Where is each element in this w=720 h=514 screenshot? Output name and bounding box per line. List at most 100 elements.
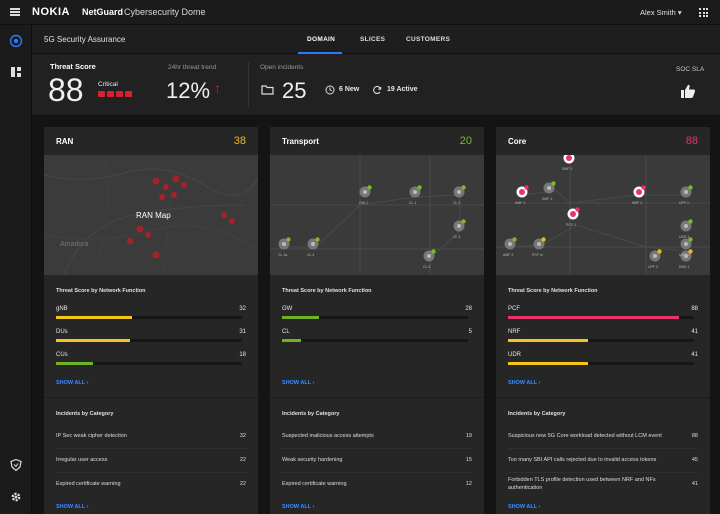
node-label: CL 3 [453, 235, 461, 239]
nf-bar-track [282, 339, 468, 342]
nf-bar [56, 362, 94, 365]
show-all-link[interactable]: SHOW ALL › [508, 504, 541, 510]
nf-bar [508, 316, 680, 319]
show-all-link[interactable]: SHOW ALL › [282, 380, 315, 386]
threat-score-value: 88 [48, 72, 84, 108]
tab-slices[interactable]: SLICES [360, 36, 386, 43]
incident-name: Suspected malicious access attempts [282, 433, 374, 439]
nf-name: GW [282, 306, 293, 312]
folder-icon [261, 84, 274, 97]
incident-count: 41 [691, 481, 698, 487]
incident-count: 15 [465, 457, 472, 463]
severity-indicator [98, 91, 132, 97]
user-menu[interactable]: Alex Smith ▾ [640, 8, 682, 17]
node-label: DNS 1 [679, 265, 690, 269]
active-incidents-count: 19 Active [387, 86, 418, 93]
nf-row: CL 5 [282, 329, 472, 343]
nf-bar-track [56, 316, 242, 319]
transport-topology-map[interactable]: GW 1 CL 1 CL 2 CL 3 CL 1a CL 4 CL 5 [270, 155, 484, 275]
divider [270, 397, 484, 398]
nf-bar [282, 316, 320, 319]
open-incidents-label: Open incidents [260, 64, 304, 71]
domain-card-transport[interactable]: Transport 20 GW 1 CL 1 CL 2 CL 3 CL 1a C… [270, 127, 484, 514]
dashboard-icon[interactable] [9, 65, 23, 79]
incident-count: 45 [691, 457, 698, 463]
shield-icon[interactable] [9, 458, 23, 472]
network-node[interactable]: UPF 1 [679, 185, 693, 205]
show-all-link[interactable]: SHOW ALL › [56, 380, 89, 386]
trend-label: 24hr threat trend [168, 64, 217, 71]
network-node[interactable]: UDM 1 [679, 237, 693, 257]
incident-count: 22 [239, 481, 246, 487]
nf-bar-track [508, 339, 694, 342]
network-node[interactable]: AMF 1 [515, 185, 529, 205]
app-grid-icon[interactable] [699, 8, 708, 17]
divider [508, 472, 698, 473]
thumbs-up-icon [680, 83, 696, 101]
show-all-link[interactable]: SHOW ALL › [508, 380, 541, 386]
divider [282, 448, 472, 449]
divider [282, 472, 472, 473]
incident-count: 22 [239, 457, 246, 463]
network-node[interactable]: CL 5 [422, 249, 436, 269]
nf-bar [282, 339, 301, 342]
show-all-link[interactable]: SHOW ALL › [56, 504, 89, 510]
node-label: NRF 1 [632, 201, 643, 205]
incidents-section-title: Incidents by Category [508, 411, 566, 417]
nf-name: CL [282, 329, 290, 335]
network-node[interactable]: CL 2 [452, 185, 466, 205]
show-all-link[interactable]: SHOW ALL › [282, 504, 315, 510]
network-node[interactable]: UDR 1 [679, 219, 693, 239]
security-dome-icon[interactable] [9, 34, 23, 48]
tab-domain[interactable]: DOMAIN [307, 36, 336, 43]
domain-card-core[interactable]: Core 88 AMF 1 SMF 1 PCF 1 NRF 1 UPF 1 UD… [496, 127, 710, 514]
active-incidents-icon [372, 85, 382, 97]
divider [496, 397, 710, 398]
nf-value: 32 [239, 306, 246, 312]
network-node[interactable]: PCF m [532, 237, 546, 257]
breadcrumb: 5G Security Assurance [44, 35, 126, 44]
nf-section-title: Threat Score by Network Function [508, 288, 598, 294]
tab-customers[interactable]: CUSTOMERS [406, 36, 451, 43]
card-title: Transport [282, 137, 319, 146]
network-node[interactable]: GW 1 [358, 185, 372, 205]
network-node[interactable]: CL 1 [408, 185, 422, 205]
nf-bar [56, 339, 131, 342]
hamburger-menu-icon[interactable] [10, 8, 20, 16]
nf-bar-track [508, 316, 694, 319]
network-node[interactable]: CL 4 [306, 237, 320, 257]
nf-bar-track [56, 362, 242, 365]
settings-gear-icon[interactable] [9, 490, 23, 504]
transport-nodes: GW 1 CL 1 CL 2 CL 3 CL 1a CL 4 CL 5 [270, 155, 484, 275]
network-node[interactable]: UPF 2 [648, 249, 662, 269]
incident-name: Forbidden TLS profile detection used bet… [508, 477, 656, 491]
network-node[interactable]: SMF 2 [562, 155, 576, 171]
nf-name: DUs [56, 329, 68, 335]
incident-name: Expired certificate warning [282, 481, 347, 487]
node-label: AMF 1 [515, 201, 526, 205]
domain-card-ran[interactable]: RAN 38 RAN Map Amadora Threat Score by N… [44, 127, 258, 514]
network-node[interactable]: PCF 1 [566, 207, 580, 227]
network-node[interactable]: DNS 1 [679, 249, 693, 269]
nf-section-title: Threat Score by Network Function [282, 288, 372, 294]
node-label: GW 1 [359, 201, 368, 205]
network-node[interactable]: CL 3 [452, 219, 466, 239]
incident-count: 19 [465, 433, 472, 439]
network-node[interactable]: AMF 2 [503, 237, 517, 257]
network-node[interactable]: NRF 1 [632, 185, 646, 205]
incident-count: 12 [465, 481, 472, 487]
network-node[interactable]: CL 1a [277, 237, 291, 257]
nf-row: gNB 32 [56, 306, 246, 320]
product-name: NetGuard [82, 7, 124, 17]
ran-map-graphic [44, 155, 258, 275]
card-header: Transport 20 [270, 127, 484, 155]
node-label: PCF 1 [566, 223, 576, 227]
network-node[interactable]: SMF 1 [542, 181, 556, 201]
active-tab-indicator [298, 52, 342, 54]
core-topology-map[interactable]: AMF 1 SMF 1 PCF 1 NRF 1 UPF 1 UDR 1 SMF … [496, 155, 710, 275]
node-label: CL 5 [423, 265, 431, 269]
new-incidents-icon [325, 85, 335, 97]
nf-bar [56, 316, 133, 319]
node-label: UPF 2 [648, 265, 658, 269]
ran-map[interactable]: RAN Map Amadora [44, 155, 258, 275]
